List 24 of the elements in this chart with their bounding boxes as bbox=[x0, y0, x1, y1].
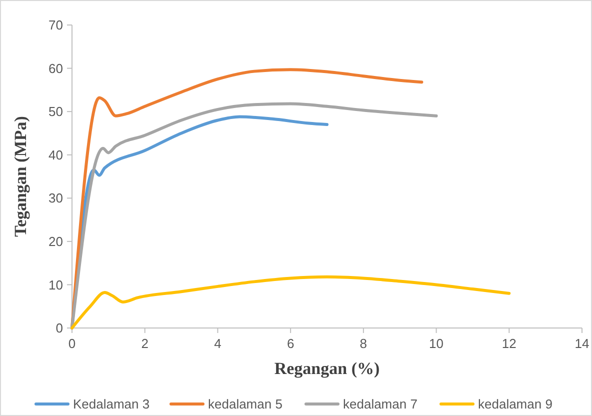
y-axis-title: Tegangan (MPa) bbox=[11, 116, 30, 237]
x-tick-label: 0 bbox=[68, 336, 76, 351]
y-tick-label: 50 bbox=[48, 104, 63, 120]
legend-label: Kedalaman 3 bbox=[73, 396, 150, 412]
y-tick-label: 20 bbox=[48, 234, 63, 249]
line-series bbox=[70, 102, 438, 330]
y-tick-label: 70 bbox=[48, 18, 63, 33]
y-tick-label: 30 bbox=[48, 190, 63, 206]
x-axis-title: Regangan (%) bbox=[274, 359, 380, 378]
x-tick-label: 6 bbox=[286, 336, 294, 351]
legend-label: kedalaman 9 bbox=[478, 396, 552, 412]
x-tick-label: 2 bbox=[141, 336, 148, 351]
y-tick-label: 0 bbox=[56, 320, 63, 336]
x-tick-label: 14 bbox=[574, 336, 590, 351]
y-tick-label: 60 bbox=[48, 60, 63, 76]
y-tick-label: 10 bbox=[48, 277, 63, 292]
legend-label: kedalaman 7 bbox=[343, 396, 418, 412]
x-tick-label: 8 bbox=[360, 336, 368, 351]
line-series bbox=[70, 275, 511, 330]
x-tick-label: 12 bbox=[502, 336, 516, 351]
y-tick-label: 40 bbox=[48, 147, 63, 162]
legend-label: kedalaman 5 bbox=[208, 396, 282, 412]
x-tick-label: 4 bbox=[214, 336, 222, 351]
x-tick-label: 10 bbox=[429, 336, 444, 351]
